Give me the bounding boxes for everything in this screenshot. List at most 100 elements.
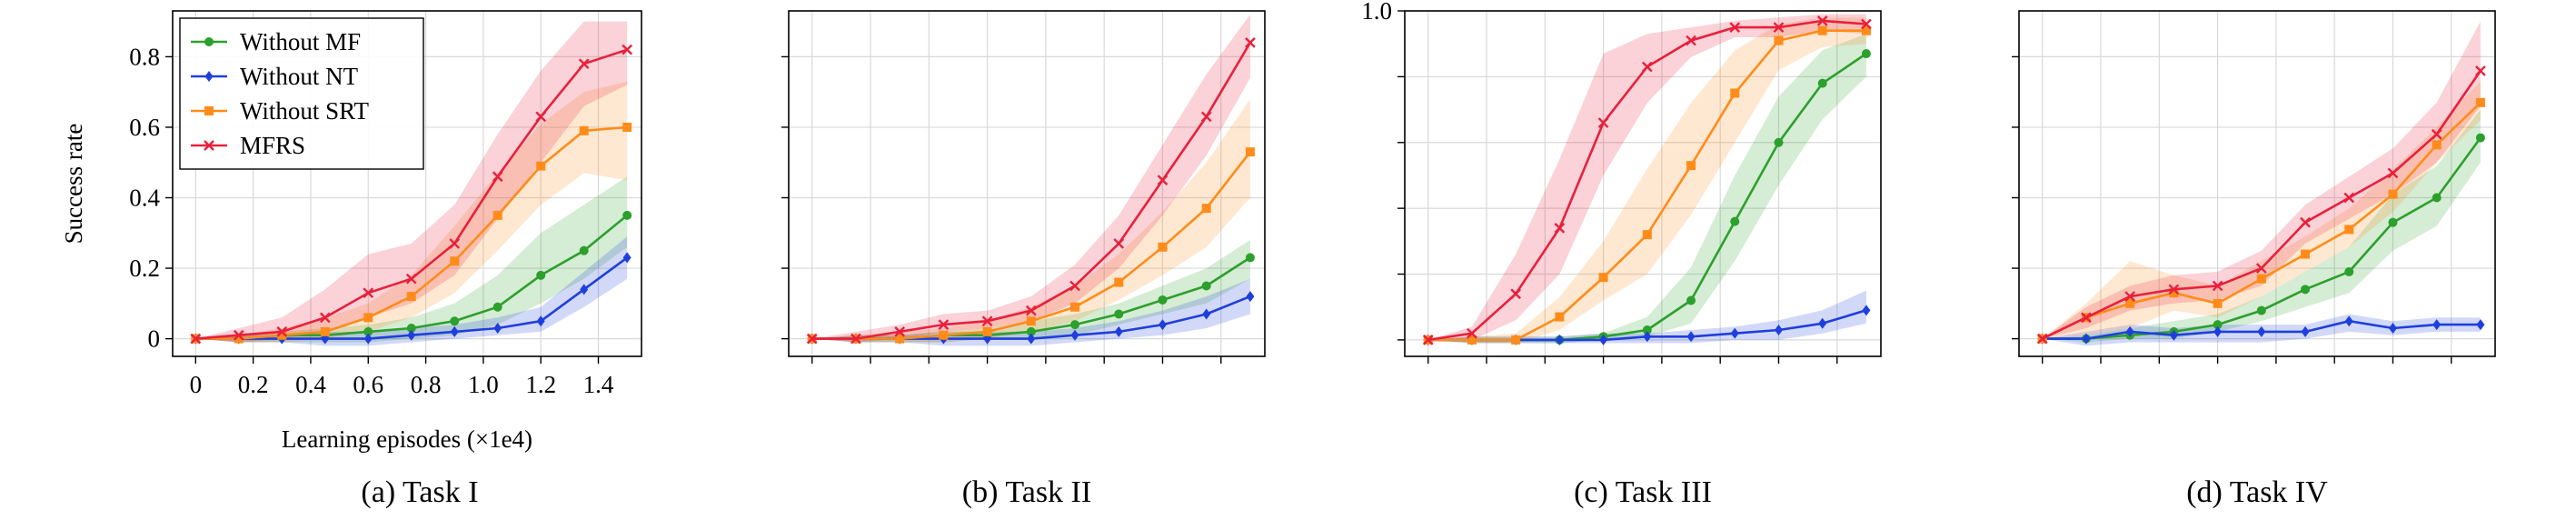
point-mfrs-1 (1467, 327, 1477, 339)
point-mfrs-2 (894, 326, 906, 337)
point-without-srt-1 (234, 334, 244, 344)
point-mfrs-5 (1025, 305, 1037, 316)
point-without-nt-8 (1774, 325, 1783, 336)
point-without-srt-6 (450, 256, 460, 266)
point-without-mf-5 (1642, 325, 1652, 335)
point-mfrs-10 (1245, 37, 1256, 48)
x-tick-label-5: 1.0 (468, 371, 499, 398)
point-without-srt-4 (363, 313, 373, 323)
point-without-srt-6 (1686, 161, 1696, 171)
band-without-srt (195, 81, 628, 343)
y-tick-label-5: 1.0 (1361, 0, 1392, 25)
point-mfrs-1 (233, 329, 244, 341)
point-mfrs-7 (492, 171, 503, 183)
point-mfrs-5 (1641, 61, 1653, 73)
legend-marker-mfrs (204, 140, 214, 151)
point-without-nt-9 (580, 284, 589, 295)
band-without-mf (195, 176, 628, 343)
point-without-srt-3 (939, 330, 949, 340)
point-without-srt-5 (406, 292, 416, 302)
point-without-mf-6 (450, 316, 460, 326)
point-without-nt-8 (1158, 319, 1167, 331)
point-without-mf-7 (1730, 216, 1740, 226)
point-without-srt-10 (1245, 147, 1255, 157)
x-tick-label-1: 0.2 (238, 371, 269, 398)
point-mfrs-2 (1510, 288, 1522, 300)
point-mfrs-6 (1069, 280, 1080, 292)
point-mfrs-4 (981, 315, 993, 327)
point-without-mf-10 (622, 210, 632, 220)
legend-label-without-srt: Without SRT (240, 97, 370, 125)
point-without-mf-9 (579, 245, 589, 255)
point-without-srt-2 (2125, 298, 2135, 308)
point-without-nt-10 (2476, 319, 2485, 331)
point-mfrs-7 (2343, 192, 2355, 204)
y-tick-label-1: 0.2 (129, 255, 160, 282)
point-without-mf-7 (1114, 309, 1124, 319)
point-without-mf-5 (2256, 305, 2266, 315)
point-without-nt-1 (2082, 333, 2091, 345)
band-without-nt (1427, 290, 1866, 344)
y-tick-label-2: 0.4 (129, 185, 160, 212)
caption-task-2: (b) Task II (962, 475, 1091, 509)
point-without-srt-3 (1555, 312, 1565, 322)
legend-marker-without-srt (204, 106, 214, 115)
point-mfrs-0 (1422, 335, 1434, 345)
legend-label-mfrs: MFRS (240, 132, 305, 159)
plot-frame (1404, 10, 1882, 357)
point-mfrs-5 (2255, 263, 2267, 274)
point-mfrs-8 (2387, 167, 2399, 179)
point-without-srt-7 (1114, 277, 1124, 287)
band-without-srt (811, 98, 1250, 343)
point-without-srt-8 (2388, 189, 2398, 199)
point-without-srt-5 (1642, 230, 1652, 240)
point-without-srt-10 (622, 122, 632, 132)
point-mfrs-8 (1773, 22, 1785, 33)
point-without-srt-9 (579, 125, 589, 135)
point-without-mf-4 (2213, 320, 2223, 330)
point-without-mf-7 (492, 302, 502, 312)
point-without-nt-4 (1599, 334, 1608, 345)
point-without-mf-8 (536, 270, 546, 280)
band-mfrs (1427, 14, 1866, 340)
point-without-nt-8 (2388, 322, 2397, 334)
point-without-mf-8 (2388, 217, 2398, 227)
point-without-srt-8 (1774, 35, 1784, 45)
point-mfrs-9 (1816, 15, 1828, 26)
point-without-nt-6 (450, 325, 459, 337)
point-mfrs-1 (2081, 312, 2092, 324)
point-without-nt-10 (1246, 291, 1255, 303)
point-without-srt-2 (277, 330, 287, 340)
legend-box (179, 17, 424, 170)
point-without-mf-9 (1817, 78, 1827, 88)
point-mfrs-2 (276, 326, 288, 337)
band-without-nt (195, 236, 628, 346)
point-mfrs-10 (1861, 18, 1872, 30)
point-without-mf-8 (1774, 137, 1784, 147)
point-mfrs-3 (319, 312, 331, 324)
point-without-nt-5 (2257, 325, 2266, 337)
legend: Without MF Without NT Without SRT MFRS (179, 17, 424, 170)
point-without-srt-4 (1598, 273, 1608, 283)
point-mfrs-0 (806, 333, 818, 345)
point-without-mf-9 (1201, 281, 1211, 291)
legend-label-without-mf: Without MF (240, 28, 361, 55)
point-without-srt-5 (1026, 316, 1036, 326)
point-without-nt-6 (1070, 329, 1079, 341)
point-without-nt-5 (1027, 333, 1036, 345)
point-without-srt-5 (2256, 274, 2266, 284)
plot-frame (2018, 10, 2496, 357)
point-without-nt-5 (407, 329, 416, 341)
point-without-nt-9 (1818, 317, 1827, 329)
point-without-nt-7 (493, 322, 502, 334)
point-without-srt-1 (1467, 335, 1477, 345)
band-without-srt (2042, 81, 2481, 339)
point-mfrs-5 (405, 273, 417, 285)
point-without-nt-7 (2344, 315, 2353, 327)
point-mfrs-6 (2300, 216, 2311, 228)
plot-frame (172, 10, 642, 357)
point-without-mf-10 (2475, 133, 2485, 143)
panel-4 (2012, 10, 2496, 364)
point-mfrs-6 (449, 238, 461, 249)
